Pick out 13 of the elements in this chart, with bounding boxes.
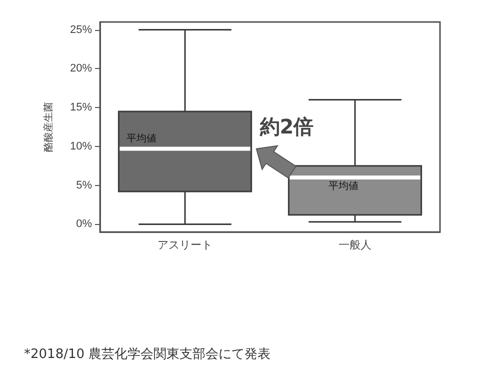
y-tick-label: 10% [70,140,92,152]
x-tick-label: アスリート [158,240,212,252]
y-tick-label: 0% [76,218,92,230]
y-axis-title: 酪酸産生菌 [42,102,54,152]
y-tick-label: 5% [76,179,92,192]
annotation: 平均値 [126,132,157,144]
x-tick-label: 一般人 [338,240,372,252]
y-tick-label: 20% [70,62,92,75]
annotation: 約2倍 [258,114,314,139]
annotation: 平均値 [328,180,358,192]
y-tick-label: 15% [70,102,92,114]
y-tick-label: 25% [70,24,92,36]
text: *2018/10 農芸化学会関東支部会にて発表 [24,347,271,362]
